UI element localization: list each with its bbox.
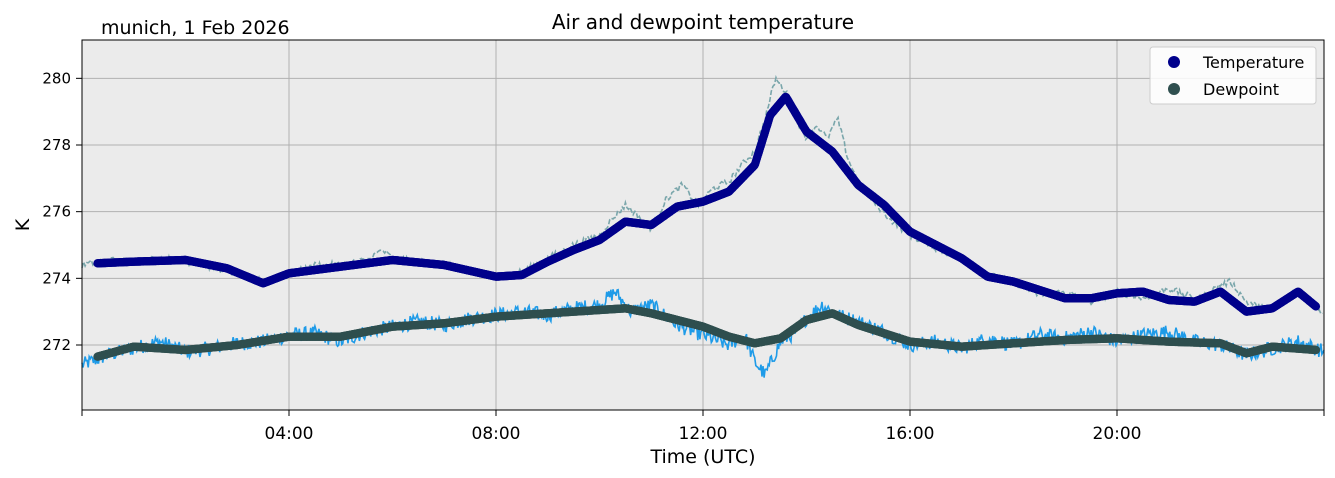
chart-title: Air and dewpoint temperature bbox=[552, 10, 854, 34]
y-tick-label: 274 bbox=[42, 269, 71, 287]
y-axis-label: K bbox=[12, 218, 34, 231]
x-tick-label: 12:00 bbox=[679, 424, 728, 444]
legend-label-dewpoint: Dewpoint bbox=[1203, 80, 1279, 99]
y-tick-label: 280 bbox=[42, 69, 71, 87]
dewpoint-series-point bbox=[1311, 345, 1321, 355]
y-tick-label: 272 bbox=[42, 336, 71, 354]
temperature-series bbox=[93, 92, 1321, 316]
x-tick-label: 04:00 bbox=[265, 424, 314, 444]
series-group bbox=[81, 74, 1325, 378]
x-axis-label: Time (UTC) bbox=[649, 446, 755, 468]
y-tick-label: 276 bbox=[42, 203, 71, 221]
x-tick-label: 20:00 bbox=[1093, 424, 1142, 444]
legend-marker-temperature bbox=[1168, 56, 1180, 68]
x-tick-label: 08:00 bbox=[472, 424, 521, 444]
x-tick-label: 16:00 bbox=[886, 424, 935, 444]
dewpoint-series bbox=[93, 304, 1321, 361]
y-tick-label: 278 bbox=[42, 136, 71, 154]
legend: Temperature Dewpoint bbox=[1149, 46, 1317, 105]
chart-subtitle: munich, 1 Feb 2026 bbox=[101, 17, 290, 39]
legend-marker-dewpoint bbox=[1168, 83, 1180, 95]
legend-label-temperature: Temperature bbox=[1202, 53, 1304, 72]
temperature-series-point bbox=[1311, 302, 1321, 311]
